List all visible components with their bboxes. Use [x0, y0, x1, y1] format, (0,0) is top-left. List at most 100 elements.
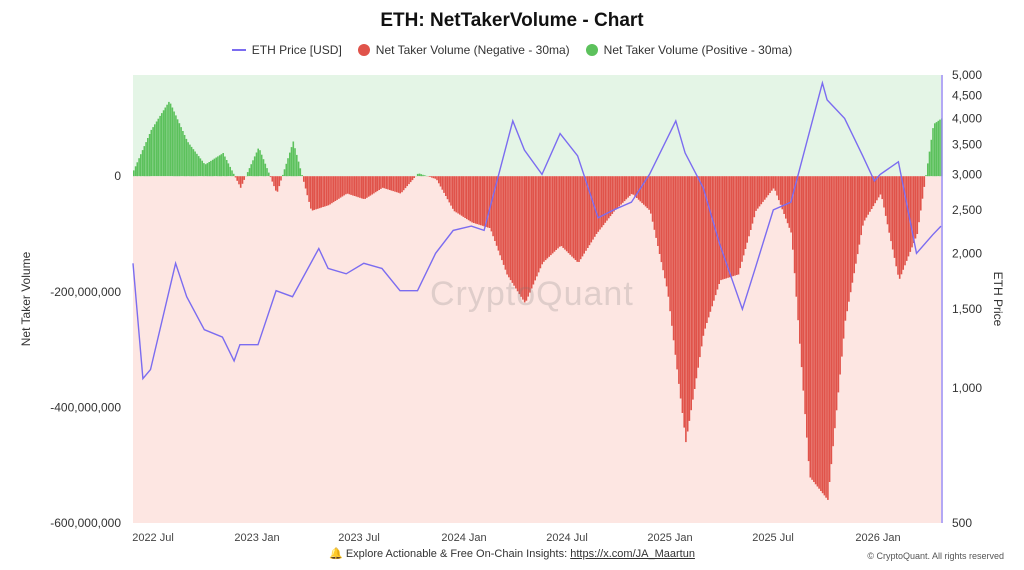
negative-volume-bar: [748, 176, 750, 237]
negative-volume-bar: [693, 176, 696, 389]
positive-volume-bar: [152, 127, 154, 177]
y-left-axis-title: Net Taker Volume: [19, 251, 33, 346]
positive-volume-bar: [220, 154, 223, 177]
positive-volume-bar: [252, 160, 254, 177]
negative-volume-bar: [516, 176, 519, 292]
negative-volume-bar: [914, 176, 917, 239]
negative-volume-bar: [760, 176, 763, 205]
negative-volume-bar: [846, 176, 848, 312]
positive-volume-bar: [420, 174, 422, 177]
negative-volume-bar: [681, 176, 684, 413]
negative-volume-bar: [776, 176, 778, 196]
negative-volume-bar: [771, 176, 773, 191]
negative-volume-bar: [627, 176, 629, 198]
negative-volume-bar: [625, 176, 628, 200]
positive-volume-bar: [176, 119, 179, 177]
negative-volume-bar: [814, 176, 817, 485]
negative-volume-bar: [494, 176, 496, 241]
negative-volume-bar: [613, 176, 615, 212]
negative-volume-bar: [772, 176, 775, 189]
negative-volume-bar: [730, 176, 733, 277]
positive-volume-bar: [150, 129, 153, 177]
positive-volume-bar: [208, 162, 210, 177]
negative-volume-bar: [707, 176, 710, 318]
positive-volume-bar: [136, 162, 139, 177]
negative-volume-bar: [574, 176, 577, 260]
negative-volume-bar: [541, 176, 543, 265]
negative-volume-bar: [532, 176, 535, 285]
negative-volume-bar: [455, 176, 458, 213]
negative-volume-bar: [856, 176, 859, 255]
positive-zone-background: [133, 75, 941, 177]
negative-volume-bar: [641, 176, 643, 204]
legend-item-positive[interactable]: Net Taker Volume (Positive - 30ma): [585, 43, 792, 57]
negative-volume-bar: [462, 176, 465, 217]
negative-volume-bar: [872, 176, 875, 207]
positive-volume-bar: [283, 169, 286, 177]
negative-volume-bar: [429, 176, 431, 177]
negative-volume-bar: [280, 176, 282, 181]
negative-volume-bar: [709, 176, 712, 312]
negative-volume-bar: [371, 176, 373, 195]
negative-volume-bar: [564, 176, 566, 250]
negative-volume-bar: [511, 176, 514, 283]
negative-volume-bar: [665, 176, 668, 287]
negative-volume-bar: [884, 176, 887, 216]
negative-volume-bar: [329, 176, 331, 205]
negative-volume-bar: [648, 176, 650, 210]
legend-item-negative[interactable]: Net Taker Volume (Negative - 30ma): [357, 43, 570, 57]
negative-volume-bar: [714, 176, 717, 296]
eth-price-line: [132, 80, 942, 381]
x-tick-label: 2025 Jan: [647, 532, 692, 544]
negative-volume-bar: [721, 176, 724, 280]
negative-volume-bar: [699, 176, 701, 358]
positive-volume-bar: [192, 149, 195, 177]
positive-volume-bar: [231, 170, 233, 177]
positive-volume-bar: [266, 168, 268, 177]
negative-volume-bar: [459, 176, 461, 215]
negative-volume-bar: [848, 176, 850, 302]
negative-volume-bar: [234, 176, 237, 178]
negative-volume-bar: [567, 176, 570, 254]
negative-volume-bar: [911, 176, 913, 248]
positive-volume-bar: [294, 148, 296, 177]
negative-volume-bar: [392, 176, 394, 192]
positive-volume-bar: [171, 107, 174, 177]
negative-volume-bar: [609, 176, 612, 217]
positive-volume-bar: [285, 163, 288, 177]
negative-volume-bar: [916, 176, 919, 234]
positive-volume-bar: [168, 101, 170, 177]
negative-volume-bar: [651, 176, 654, 222]
bell-icon: 🔔: [329, 548, 343, 560]
negative-volume-bar: [439, 176, 442, 187]
negative-volume-bar: [373, 176, 375, 194]
negative-volume-bar: [445, 176, 447, 196]
negative-volume-bar: [331, 176, 333, 204]
negative-volume-bar: [481, 176, 484, 226]
positive-volume-bar: [927, 163, 929, 177]
y-right-tick-label: 500: [952, 516, 972, 530]
negative-volume-bar: [844, 176, 847, 321]
negative-volume-bar: [338, 176, 340, 199]
negative-volume-bar: [355, 176, 358, 197]
negative-volume-bar: [799, 176, 801, 344]
negative-volume-bar: [539, 176, 542, 269]
legend-item-eth-price[interactable]: ETH Price [USD]: [231, 43, 342, 57]
negative-volume-bar: [478, 176, 480, 225]
footer: 🔔 Explore Actionable & Free On-Chain Ins…: [0, 547, 1024, 560]
positive-volume-bar: [185, 138, 188, 177]
negative-volume-bar: [757, 176, 759, 209]
net-taker-volume-bars: [133, 101, 943, 500]
negative-volume-bar: [742, 176, 745, 256]
negative-volume-bar: [522, 176, 524, 300]
negative-volume-bar: [453, 176, 456, 212]
negative-volume-bar: [821, 176, 824, 494]
positive-volume-bar: [141, 150, 144, 177]
negative-volume-bar: [615, 176, 617, 210]
negative-volume-bar: [683, 176, 685, 428]
legend-dot-icon: [585, 44, 598, 56]
footer-link[interactable]: https://x.com/JA_Maartun: [570, 548, 695, 560]
positive-volume-bar: [190, 146, 193, 177]
negative-volume-bar: [622, 176, 624, 203]
negative-volume-bar: [704, 176, 706, 329]
